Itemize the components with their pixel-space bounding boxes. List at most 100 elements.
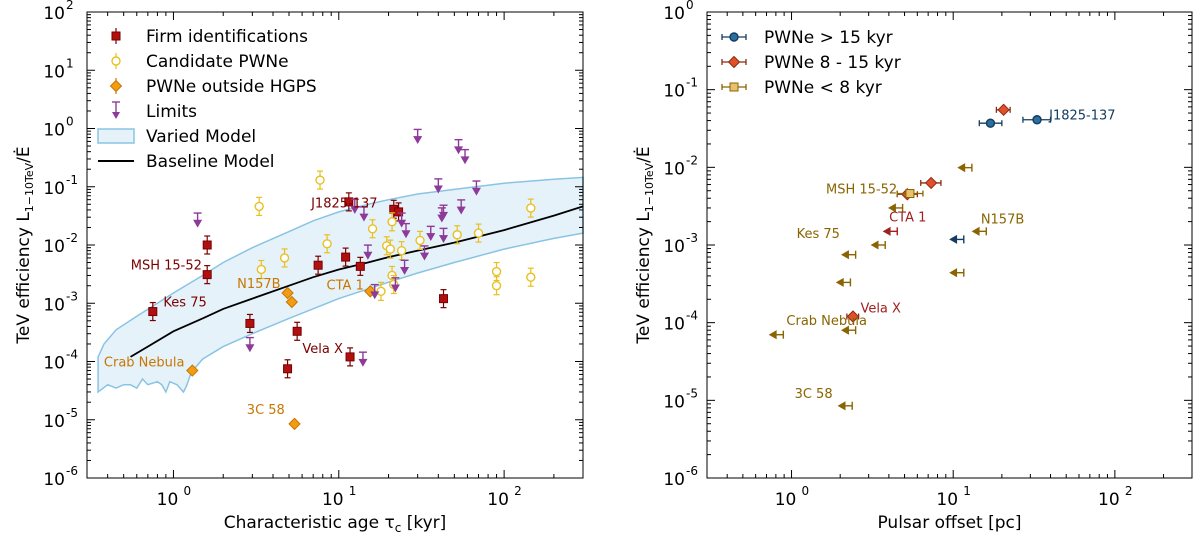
limit-point (350, 198, 360, 214)
y-tick-exponent: -2 (686, 153, 698, 167)
legend-entry: Firm identifications (111, 27, 308, 47)
data-point (526, 203, 536, 213)
right-annotations: J1825-137 MSH 15-52 CTA 1 N157B Kes 75 Vela X… (786, 109, 1115, 402)
legend-label: Baseline Model (146, 152, 275, 172)
legend-entry: Limits (112, 101, 197, 122)
limit-point (837, 401, 853, 411)
x-axis-label-unit: [kyr] (401, 513, 446, 533)
y-tick-label: 10 (43, 470, 65, 490)
limit-head (456, 206, 466, 215)
y-tick-label: 10 (43, 354, 65, 374)
data-point (313, 260, 323, 270)
data-point (256, 264, 267, 275)
series-firm-identifications (148, 192, 449, 379)
limit-head (401, 230, 411, 239)
limit-point (841, 325, 857, 335)
left-annotations: J1825-137 MSH 15-52 Kes 75 Vela X Crab Nebul… (104, 196, 378, 418)
limit-head (835, 277, 844, 287)
annotation-label: Kes 75 (797, 227, 840, 242)
limit-head (887, 203, 896, 213)
limit-head (433, 185, 443, 194)
data-point (281, 286, 294, 300)
y-tick-label: 10 (663, 4, 685, 24)
x-tick-label: 10 (322, 490, 344, 510)
limit-point (390, 277, 400, 293)
legend-entry: Candidate PWNe (111, 52, 289, 72)
y-axis-label: TeV efficiency L1−10TeV/Ė (13, 146, 36, 344)
x-tick-label: 10 (1098, 490, 1120, 510)
x-tick-exponent: 2 (514, 484, 522, 498)
limit-head (471, 187, 481, 196)
limit-head (438, 235, 449, 243)
legend-limit-head (112, 112, 120, 119)
limit-head (426, 233, 436, 241)
data-point (491, 266, 502, 277)
x-axis-label-sub: c (395, 521, 402, 534)
data-point (491, 281, 502, 291)
data-point (473, 228, 484, 238)
y-tick-exponent: 0 (66, 115, 74, 129)
limit-head (841, 325, 849, 335)
data-point (394, 207, 404, 217)
legend-label: Limits (146, 102, 197, 122)
limit-point (454, 138, 464, 155)
limit-head (870, 240, 879, 250)
limit-head (768, 330, 777, 340)
x-axis-label: Pulsar offset [pc] (877, 513, 1021, 533)
annotation-label: Vela X (860, 302, 901, 317)
y-tick-exponent: -4 (686, 309, 698, 323)
y-tick-exponent: -1 (66, 173, 78, 187)
series-limits (193, 128, 481, 367)
limit-point (358, 351, 368, 367)
annotation-label: Kes 75 (163, 296, 206, 311)
limit-point (887, 203, 904, 213)
left-legend: Firm identifications Candidate PWNe PWNe o… (97, 27, 317, 172)
legend-marker (729, 82, 739, 92)
y-tick-exponent: -6 (66, 464, 78, 478)
annotation-label: Vela X (302, 342, 343, 357)
data-point (985, 118, 996, 128)
y-tick-label: 10 (663, 392, 685, 412)
limit-head (358, 358, 368, 367)
limit-point (971, 226, 987, 236)
limit-head (419, 252, 430, 261)
limit-head (841, 250, 849, 260)
y-axis-label: TeV efficiency L1−10TeV/Ė (633, 146, 656, 344)
legend-label: PWNe outside HGPS (146, 77, 317, 97)
limit-point (471, 180, 481, 196)
limit-head (390, 284, 400, 293)
annotation-label: MSH 15-52 (131, 259, 202, 274)
data-point (526, 272, 536, 282)
y-tick-exponent: -4 (66, 348, 78, 362)
limit-point (401, 222, 411, 239)
data-point (341, 252, 351, 262)
limit-point (359, 206, 369, 222)
x-tick-label: 10 (487, 490, 509, 510)
y-tick-label: 10 (43, 295, 65, 315)
y-axis-label-sub: 1−10TeV (643, 162, 656, 212)
limit-head (363, 251, 373, 260)
y-tick-exponent: -2 (66, 231, 78, 245)
y-tick-label: 10 (663, 315, 685, 335)
annotation-label: Crab Nebula (786, 314, 867, 329)
left-axes: 10 0 10 1 10 210 -610 -510 -410 -310 -210 -110 010 11… (13, 0, 583, 534)
data-point (997, 103, 1010, 117)
y-tick-label: 10 (43, 179, 65, 199)
annotation-label: J1825-137 (1048, 109, 1115, 124)
legend-label: Firm identifications (146, 27, 308, 47)
x-tick-exponent: 2 (1125, 484, 1133, 498)
right-legend: PWNe > 15 kyr PWNe 8 - 15 kyr PWNe < 8 kyr (721, 28, 901, 98)
limit-head (370, 291, 380, 300)
data-point (285, 295, 299, 309)
limit-point (245, 336, 255, 353)
limit-head (949, 268, 958, 278)
y-tick-exponent: 1 (66, 56, 74, 70)
limit-point (841, 250, 857, 260)
limit-point (957, 163, 973, 173)
data-point (186, 364, 199, 377)
legend-label: PWNe > 15 kyr (764, 28, 893, 48)
data-point (283, 364, 293, 374)
data-point (1032, 115, 1042, 125)
limit-point (949, 234, 965, 244)
limit-head (971, 226, 980, 236)
